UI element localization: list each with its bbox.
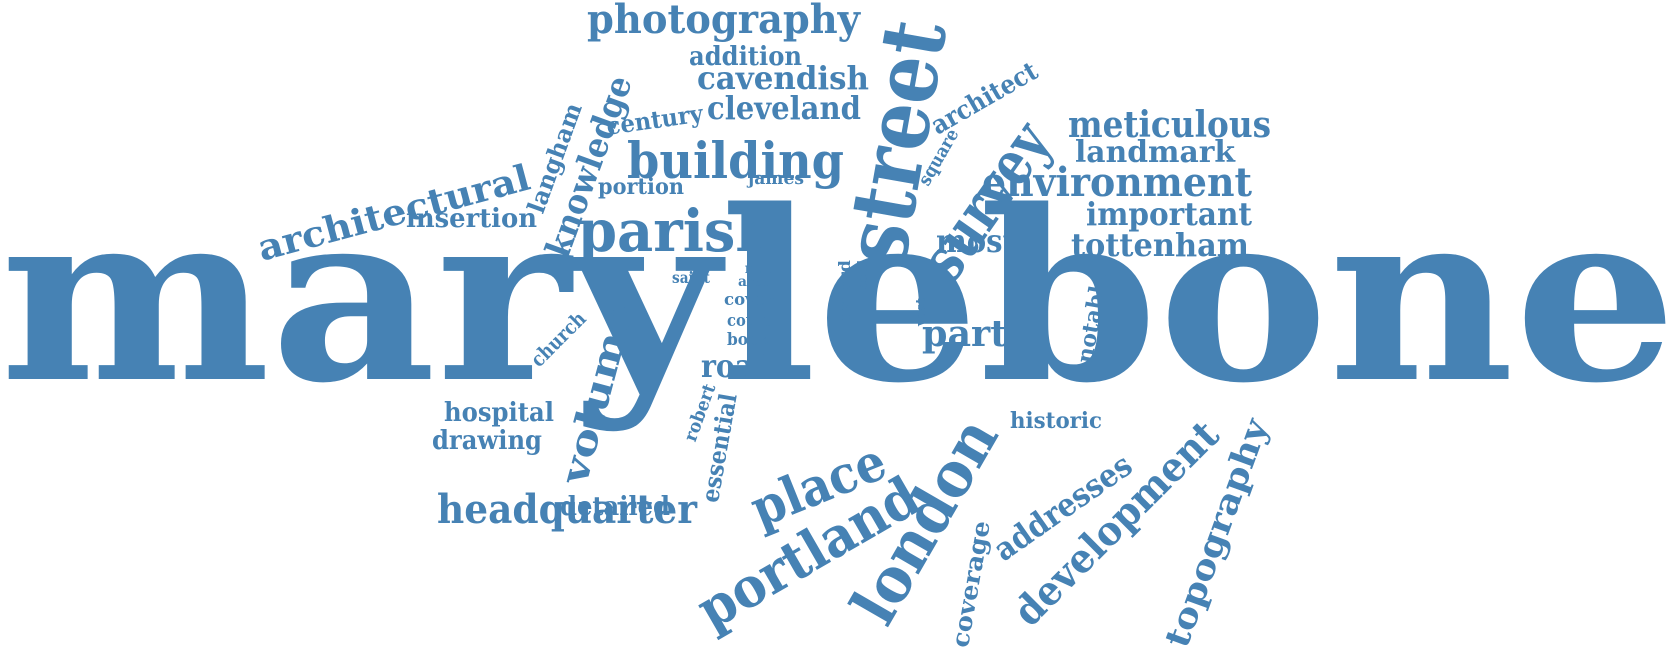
word-detailed: detailed: [560, 492, 670, 522]
word-book: book: [727, 330, 770, 350]
word-headquarter: headquarter: [437, 486, 697, 533]
word-parish: parish: [578, 197, 776, 265]
word-saint: saint: [672, 268, 710, 287]
word-important: important: [1086, 195, 1252, 233]
word-cavendish: cavendish: [697, 59, 869, 97]
word-portion: portion: [598, 174, 685, 200]
word-historic: historic: [1010, 408, 1102, 434]
word-vast: vast: [914, 298, 929, 326]
word-road: road: [701, 347, 774, 385]
word-hospital: hospital: [444, 398, 555, 428]
word-building: building: [627, 131, 845, 190]
word-photography: photography: [587, 0, 861, 43]
word-part: part: [922, 313, 1008, 355]
word-environment: environment: [982, 159, 1252, 206]
word-tottenham: tottenham: [1071, 226, 1250, 264]
word-cover: cover: [724, 290, 774, 310]
word-james: james: [748, 168, 805, 189]
word-landmark: landmark: [1075, 135, 1236, 170]
word-meticulous: meticulous: [1068, 104, 1272, 146]
word-marylebone: marylebone: [0, 159, 1677, 435]
word-cleveland: cleveland: [707, 89, 861, 127]
word-drawing: drawing: [432, 426, 543, 456]
word-area: area: [738, 274, 773, 290]
word-most: most: [936, 222, 1017, 260]
word-oxford: oxford: [835, 260, 854, 322]
word-rich: rich: [745, 261, 772, 277]
word-insertion: insertion: [406, 204, 538, 234]
word-court: court: [727, 311, 771, 331]
word-addition: addition: [689, 42, 803, 72]
word-soul: soul: [856, 260, 871, 290]
